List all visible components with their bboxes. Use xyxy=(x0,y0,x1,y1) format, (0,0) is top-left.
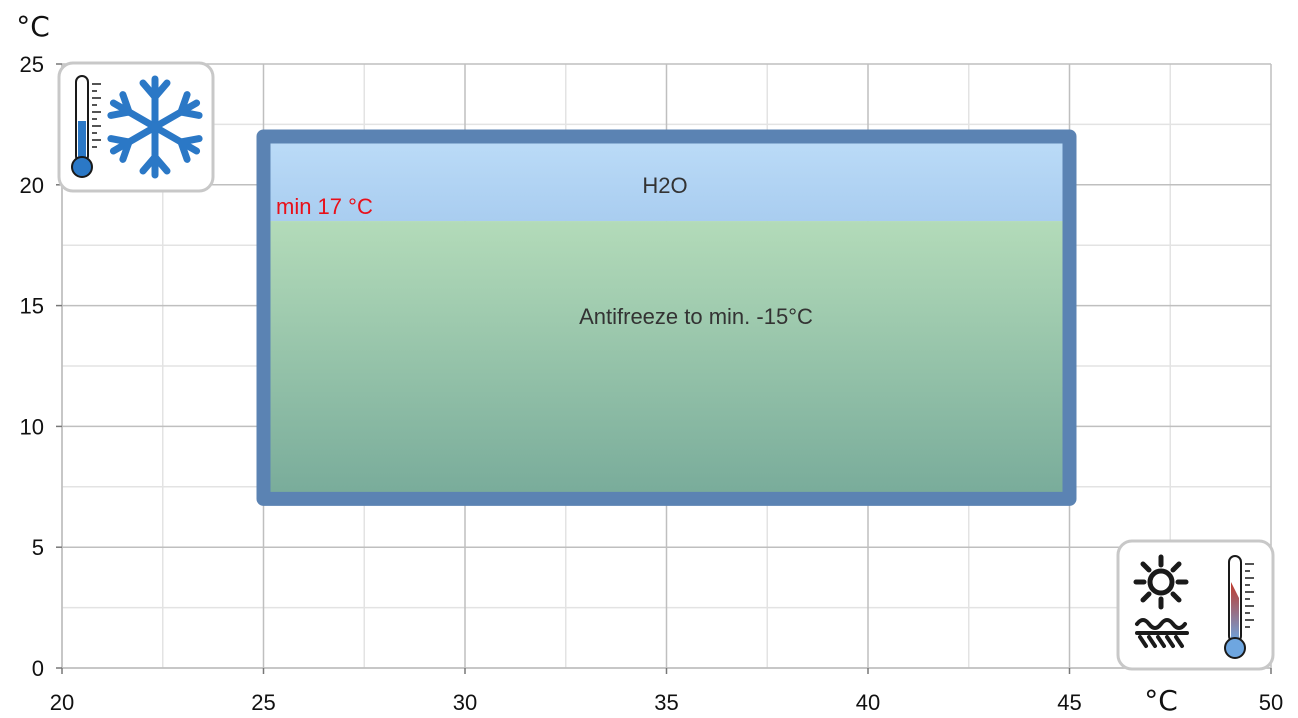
y-tick-label: 20 xyxy=(20,173,44,198)
x-tick-label: 50 xyxy=(1259,690,1283,715)
operating-regions xyxy=(256,129,1077,506)
snowflake-icon xyxy=(107,75,203,179)
thermometer-cold-icon xyxy=(71,75,101,178)
x-tick-label: 35 xyxy=(654,690,678,715)
y-tick-label: 10 xyxy=(20,414,44,439)
y-tick-label: 25 xyxy=(20,52,44,77)
region-label-h2o: H2O xyxy=(642,173,687,198)
region-antifreeze xyxy=(263,221,1070,499)
y-tick-label: 5 xyxy=(32,535,44,560)
x-tick-label: 30 xyxy=(453,690,477,715)
cold-icon-box xyxy=(57,61,215,193)
min-temperature-label: min 17 °C xyxy=(276,194,373,219)
heat-waves-icon xyxy=(1135,618,1189,648)
thermometer-hot-icon xyxy=(1224,555,1254,659)
operating-range-border xyxy=(256,129,1077,506)
y-tick-label: 0 xyxy=(32,656,44,681)
region-h2o xyxy=(263,136,1070,222)
x-tick-label: 40 xyxy=(856,690,880,715)
axis-ticks: 20 25 30 35 40 45 50 0 5 10 15 20 25 xyxy=(20,52,1284,715)
heat-icon-box xyxy=(1116,539,1275,671)
y-axis-unit: °C xyxy=(16,10,50,43)
sun-icon xyxy=(1133,554,1189,610)
x-tick-label: 20 xyxy=(50,690,74,715)
x-axis-unit: °C xyxy=(1144,684,1178,717)
x-tick-label: 25 xyxy=(251,690,275,715)
x-tick-label: 45 xyxy=(1057,690,1081,715)
region-label-antifreeze: Antifreeze to min. -15°C xyxy=(579,304,813,329)
y-tick-label: 15 xyxy=(20,294,44,319)
